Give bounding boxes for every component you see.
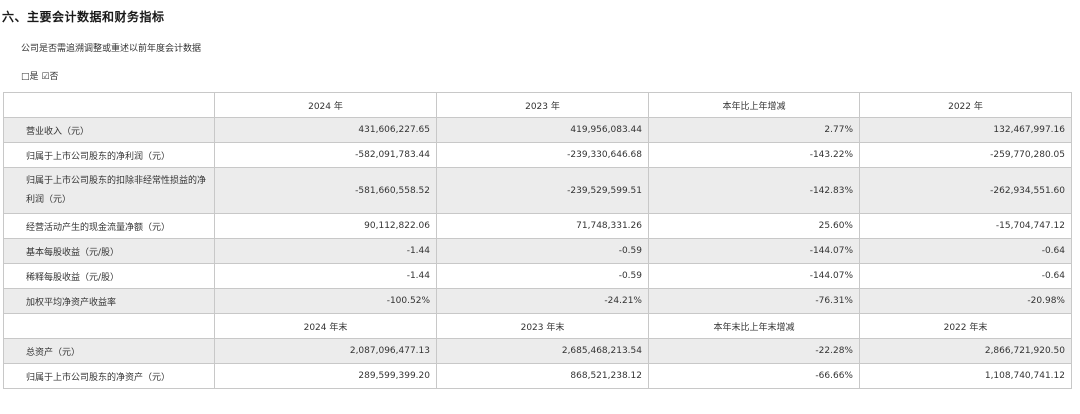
value-cell: 2,685,468,213.54 [436,338,649,364]
value-cell: 71,748,331.26 [436,213,649,239]
value-cell: -239,330,646.68 [436,142,649,168]
column-header: 本年比上年增减 [648,92,860,118]
column-header [3,92,215,118]
restatement-question: 公司是否需追溯调整或重述以前年度会计数据 [21,44,202,54]
value-cell: -1.44 [214,263,437,289]
value-cell: -144.07% [648,238,860,264]
value-cell: -581,660,558.52 [214,167,437,214]
value-cell: -100.52% [214,288,437,314]
value-cell: 2,866,721,920.50 [859,338,1072,364]
value-cell: -66.66% [648,363,860,389]
value-cell: 1,108,740,741.12 [859,363,1072,389]
table-row: 归属于上市公司股东的扣除非经常性损益的净利润（元） -581,660,558.52… [3,167,1072,214]
column-header: 2022 年 [859,92,1072,118]
row-label: 归属于上市公司股东的扣除非经常性损益的净利润（元） [3,167,215,214]
value-cell: -1.44 [214,238,437,264]
value-cell: -24.21% [436,288,649,314]
value-cell: 90,112,822.06 [214,213,437,239]
row-label: 归属于上市公司股东的净利润（元） [3,142,215,168]
value-cell: -142.83% [648,167,860,214]
column-header: 2023 年末 [436,313,649,339]
column-header: 本年末比上年末增减 [648,313,860,339]
value-cell: -0.64 [859,263,1072,289]
value-cell: 2.77% [648,117,860,143]
table-row: 经营活动产生的现金流量净额（元） 90,112,822.06 71,748,331.… [3,213,1072,239]
table-row: 基本每股收益（元/股） -1.44 -0.59 -144.07% -0.64 [3,238,1072,264]
value-cell: -582,091,783.44 [214,142,437,168]
table-header-row: 2024 年末 2023 年末 本年末比上年末增减 2022 年末 [3,313,1072,339]
value-cell: -0.59 [436,263,649,289]
column-header: 2024 年末 [214,313,437,339]
value-cell: -144.07% [648,263,860,289]
row-label: 加权平均净资产收益率 [3,288,215,314]
table-row: 营业收入（元） 431,606,227.65 419,956,083.44 2.77%… [3,117,1072,143]
financial-data-table: 2024 年 2023 年本年比上年增减 2022 年营业收入（元） 431,606,… [3,92,1072,389]
value-cell: 868,521,238.12 [436,363,649,389]
value-cell: 289,599,399.20 [214,363,437,389]
value-cell: -0.64 [859,238,1072,264]
value-cell: 431,606,227.65 [214,117,437,143]
answer-no-label: 否 [49,72,59,82]
table-row: 归属于上市公司股东的净利润（元） -582,091,783.44 -239,330,… [3,142,1072,168]
column-header: 2023 年 [436,92,649,118]
checkbox-yes[interactable]: □ [21,72,30,82]
value-cell: 25.60% [648,213,860,239]
value-cell: -259,770,280.05 [859,142,1072,168]
value-cell: -22.28% [648,338,860,364]
answer-yes-label: 是 [29,72,39,82]
table-header-row: 2024 年 2023 年本年比上年增减 2022 年 [3,92,1072,118]
value-cell: -76.31% [648,288,860,314]
value-cell: -239,529,599.51 [436,167,649,214]
value-cell: -0.59 [436,238,649,264]
section-title: 六、主要会计数据和财务指标 [2,10,165,24]
row-label: 基本每股收益（元/股） [3,238,215,264]
column-header: 2024 年 [214,92,437,118]
table-row: 加权平均净资产收益率 -100.52% -24.21% -76.31% -20.98% [3,288,1072,314]
value-cell: -20.98% [859,288,1072,314]
table-row: 总资产（元） 2,087,096,477.13 2,685,468,213.54 -2… [3,338,1072,364]
value-cell: -143.22% [648,142,860,168]
row-label: 总资产（元） [3,338,215,364]
value-cell: -262,934,551.60 [859,167,1072,214]
value-cell: -15,704,747.12 [859,213,1072,239]
table-row: 归属于上市公司股东的净资产（元） 289,599,399.20 868,521,23… [3,363,1072,389]
row-label: 营业收入（元） [3,117,215,143]
value-cell: 2,087,096,477.13 [214,338,437,364]
value-cell: 419,956,083.44 [436,117,649,143]
checkbox-no[interactable]: ☑ [41,72,50,82]
row-label: 经营活动产生的现金流量净额（元） [3,213,215,239]
column-header [3,313,215,339]
table-row: 稀释每股收益（元/股） -1.44 -0.59 -144.07% -0.64 [3,263,1072,289]
restatement-answer: □是 ☑否 [21,69,59,82]
row-label: 稀释每股收益（元/股） [3,263,215,289]
value-cell: 132,467,997.16 [859,117,1072,143]
row-label: 归属于上市公司股东的净资产（元） [3,363,215,389]
column-header: 2022 年末 [859,313,1072,339]
